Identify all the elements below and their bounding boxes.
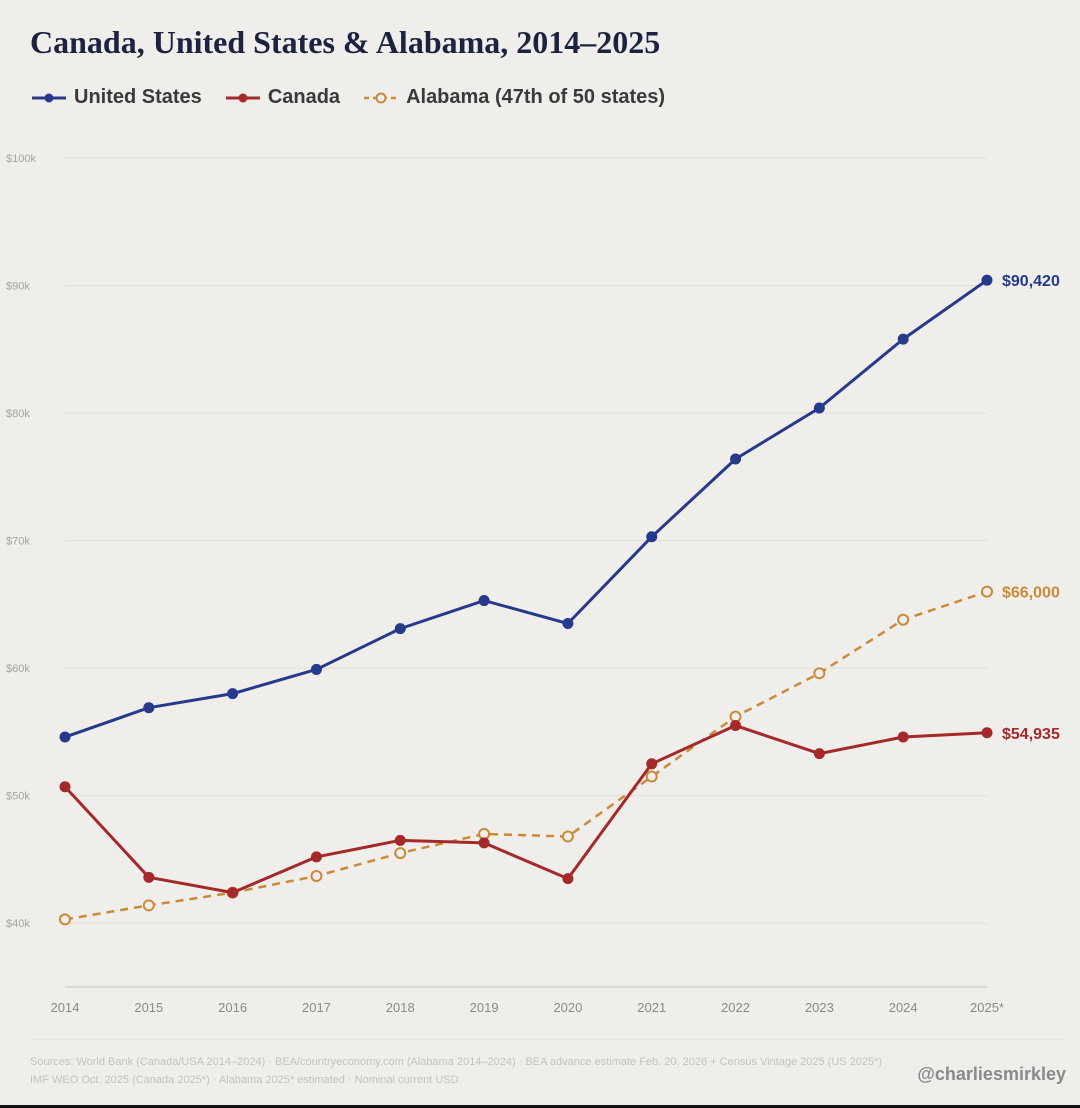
legend-item-canada: Canada [225, 86, 341, 109]
data-point [310, 870, 323, 883]
legend: United States Canada Alabama (47th of 50… [32, 86, 665, 109]
data-point [981, 274, 993, 286]
series-line-canada [63, 724, 988, 895]
data-point [562, 873, 574, 885]
y-tick-label: $70k [6, 536, 30, 548]
x-tick-label: 2019 [470, 1000, 499, 1015]
y-tick-label: $40k [6, 918, 30, 930]
sources-line-2: IMF WEO Oct. 2025 (Canada 2025*) · Alaba… [30, 1074, 459, 1086]
x-tick-label: 2020 [553, 1000, 582, 1015]
data-point [562, 618, 574, 630]
x-tick-label: 2016 [218, 1000, 247, 1015]
data-point [897, 613, 910, 626]
x-tick-label: 2021 [637, 1000, 666, 1015]
author-credit: @charliesmirkley [917, 1064, 1066, 1084]
sources-line-1: Sources: World Bank (Canada/USA 2014–202… [30, 1056, 883, 1068]
data-point [394, 834, 406, 846]
legend-label: Alabama (47th of 50 states) [406, 86, 666, 108]
end-value-label: $90,420 [1002, 273, 1060, 290]
legend-swatch-united-states [32, 93, 66, 102]
x-tick-label: 2018 [386, 1000, 415, 1015]
y-tick-label: $60k [6, 663, 30, 675]
x-tick-label: 2023 [805, 1000, 834, 1015]
bottom-bar [0, 1105, 1080, 1108]
data-point [981, 585, 993, 598]
x-tick-label: 2017 [302, 1000, 331, 1015]
chart-title: Canada, United States & Alabama, 2014–20… [30, 24, 661, 60]
y-tick-label: $100k [6, 153, 36, 165]
data-point [142, 899, 155, 912]
x-tick-label: 2014 [51, 1000, 80, 1015]
data-point [646, 758, 658, 770]
legend-label: Canada [267, 86, 341, 108]
legend-label: United States [74, 86, 202, 108]
y-tick-label: $50k [6, 791, 30, 803]
data-point [394, 623, 406, 635]
data-point [478, 595, 490, 607]
x-tick-label: 2024 [889, 1000, 918, 1015]
y-tick-label: $90k [6, 281, 30, 293]
legend-item-united-states: United States [32, 86, 202, 109]
data-point [59, 731, 71, 743]
data-point [227, 887, 239, 899]
data-point [813, 748, 825, 760]
data-point [394, 847, 407, 860]
data-point [981, 727, 993, 739]
series-line-united [64, 278, 988, 739]
data-point [143, 871, 155, 883]
x-tick-label: 2022 [721, 1000, 750, 1015]
end-value-label: $66,000 [1002, 585, 1060, 602]
data-point [310, 663, 322, 675]
data-point [645, 770, 658, 783]
y-tick-label: $80k [6, 408, 30, 420]
x-tick-label: 2015 [134, 1000, 163, 1015]
data-point [143, 702, 155, 714]
legend-swatch-alabama [364, 92, 399, 103]
data-point [813, 667, 826, 680]
data-point [730, 453, 742, 465]
data-point [897, 731, 909, 743]
x-tick-label: 2025* [970, 1000, 1004, 1015]
end-value-label: $54,935 [1002, 726, 1060, 743]
data-point [561, 830, 574, 843]
data-point [897, 333, 909, 345]
data-point [730, 720, 742, 732]
data-point [478, 837, 490, 849]
line-chart: $40k $50k $60k $70k $80k $90k $100k 2014 2015 201… [6, 153, 1065, 1040]
legend-item-alabama: Alabama (47th of 50 states) [364, 86, 665, 109]
legend-swatch-canada [225, 93, 260, 102]
data-point [813, 402, 825, 414]
data-point [227, 688, 239, 700]
data-point [59, 913, 71, 926]
data-point [310, 851, 322, 863]
sources-note: Sources: World Bank (Canada/USA 2014–202… [30, 1053, 882, 1089]
series-line-alabama [64, 590, 988, 921]
data-point [646, 531, 658, 543]
data-point [59, 781, 71, 793]
